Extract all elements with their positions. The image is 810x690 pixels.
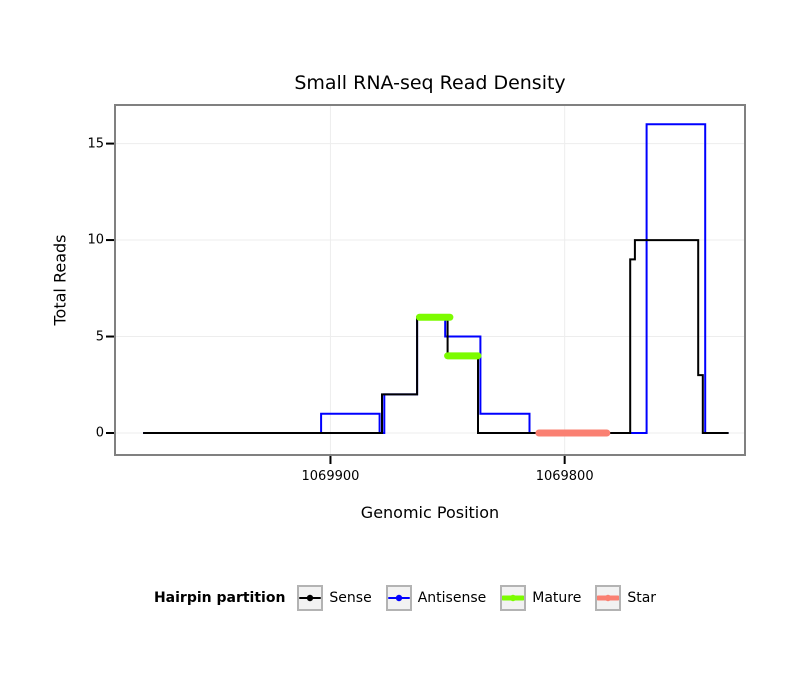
legend: Hairpin partition Sense Antisense Mature St… xyxy=(0,585,810,611)
legend-key-mature xyxy=(500,585,527,611)
legend-label: Star xyxy=(627,590,657,606)
legend-key-glyph-icon xyxy=(502,594,525,602)
legend-label: Sense xyxy=(329,590,372,606)
plot-panel xyxy=(114,104,746,456)
x-tick-label: 1069900 xyxy=(301,469,360,484)
legend-key-glyph-icon xyxy=(387,594,410,602)
x-tick-label: 1069800 xyxy=(535,469,594,484)
y-axis-label: Total Reads xyxy=(50,234,70,326)
legend-item-antisense: Antisense xyxy=(385,585,487,611)
legend-items: Sense Antisense Mature Star xyxy=(297,585,656,611)
legend-label: Mature xyxy=(532,590,582,606)
y-tick-label: 5 xyxy=(95,329,104,345)
legend-label: Antisense xyxy=(417,590,487,606)
legend-item-mature: Mature xyxy=(500,585,581,611)
y-tick-label: 10 xyxy=(87,232,104,248)
legend-key-glyph-icon xyxy=(299,594,322,602)
chart-title: Small RNA-seq Read Density xyxy=(294,72,566,94)
legend-title: Hairpin partition xyxy=(153,590,286,606)
legend-item-star: Star xyxy=(595,585,656,611)
legend-key-star xyxy=(595,585,622,611)
legend-key-glyph-icon xyxy=(597,594,620,602)
legend-key-antisense xyxy=(385,585,412,611)
x-axis-label: Genomic Position xyxy=(360,503,500,522)
y-tick-label: 15 xyxy=(87,136,104,152)
legend-item-sense: Sense xyxy=(297,585,372,611)
y-tick-label: 0 xyxy=(95,425,104,441)
series-line-antisense xyxy=(143,123,729,434)
legend-key-sense xyxy=(297,585,324,611)
